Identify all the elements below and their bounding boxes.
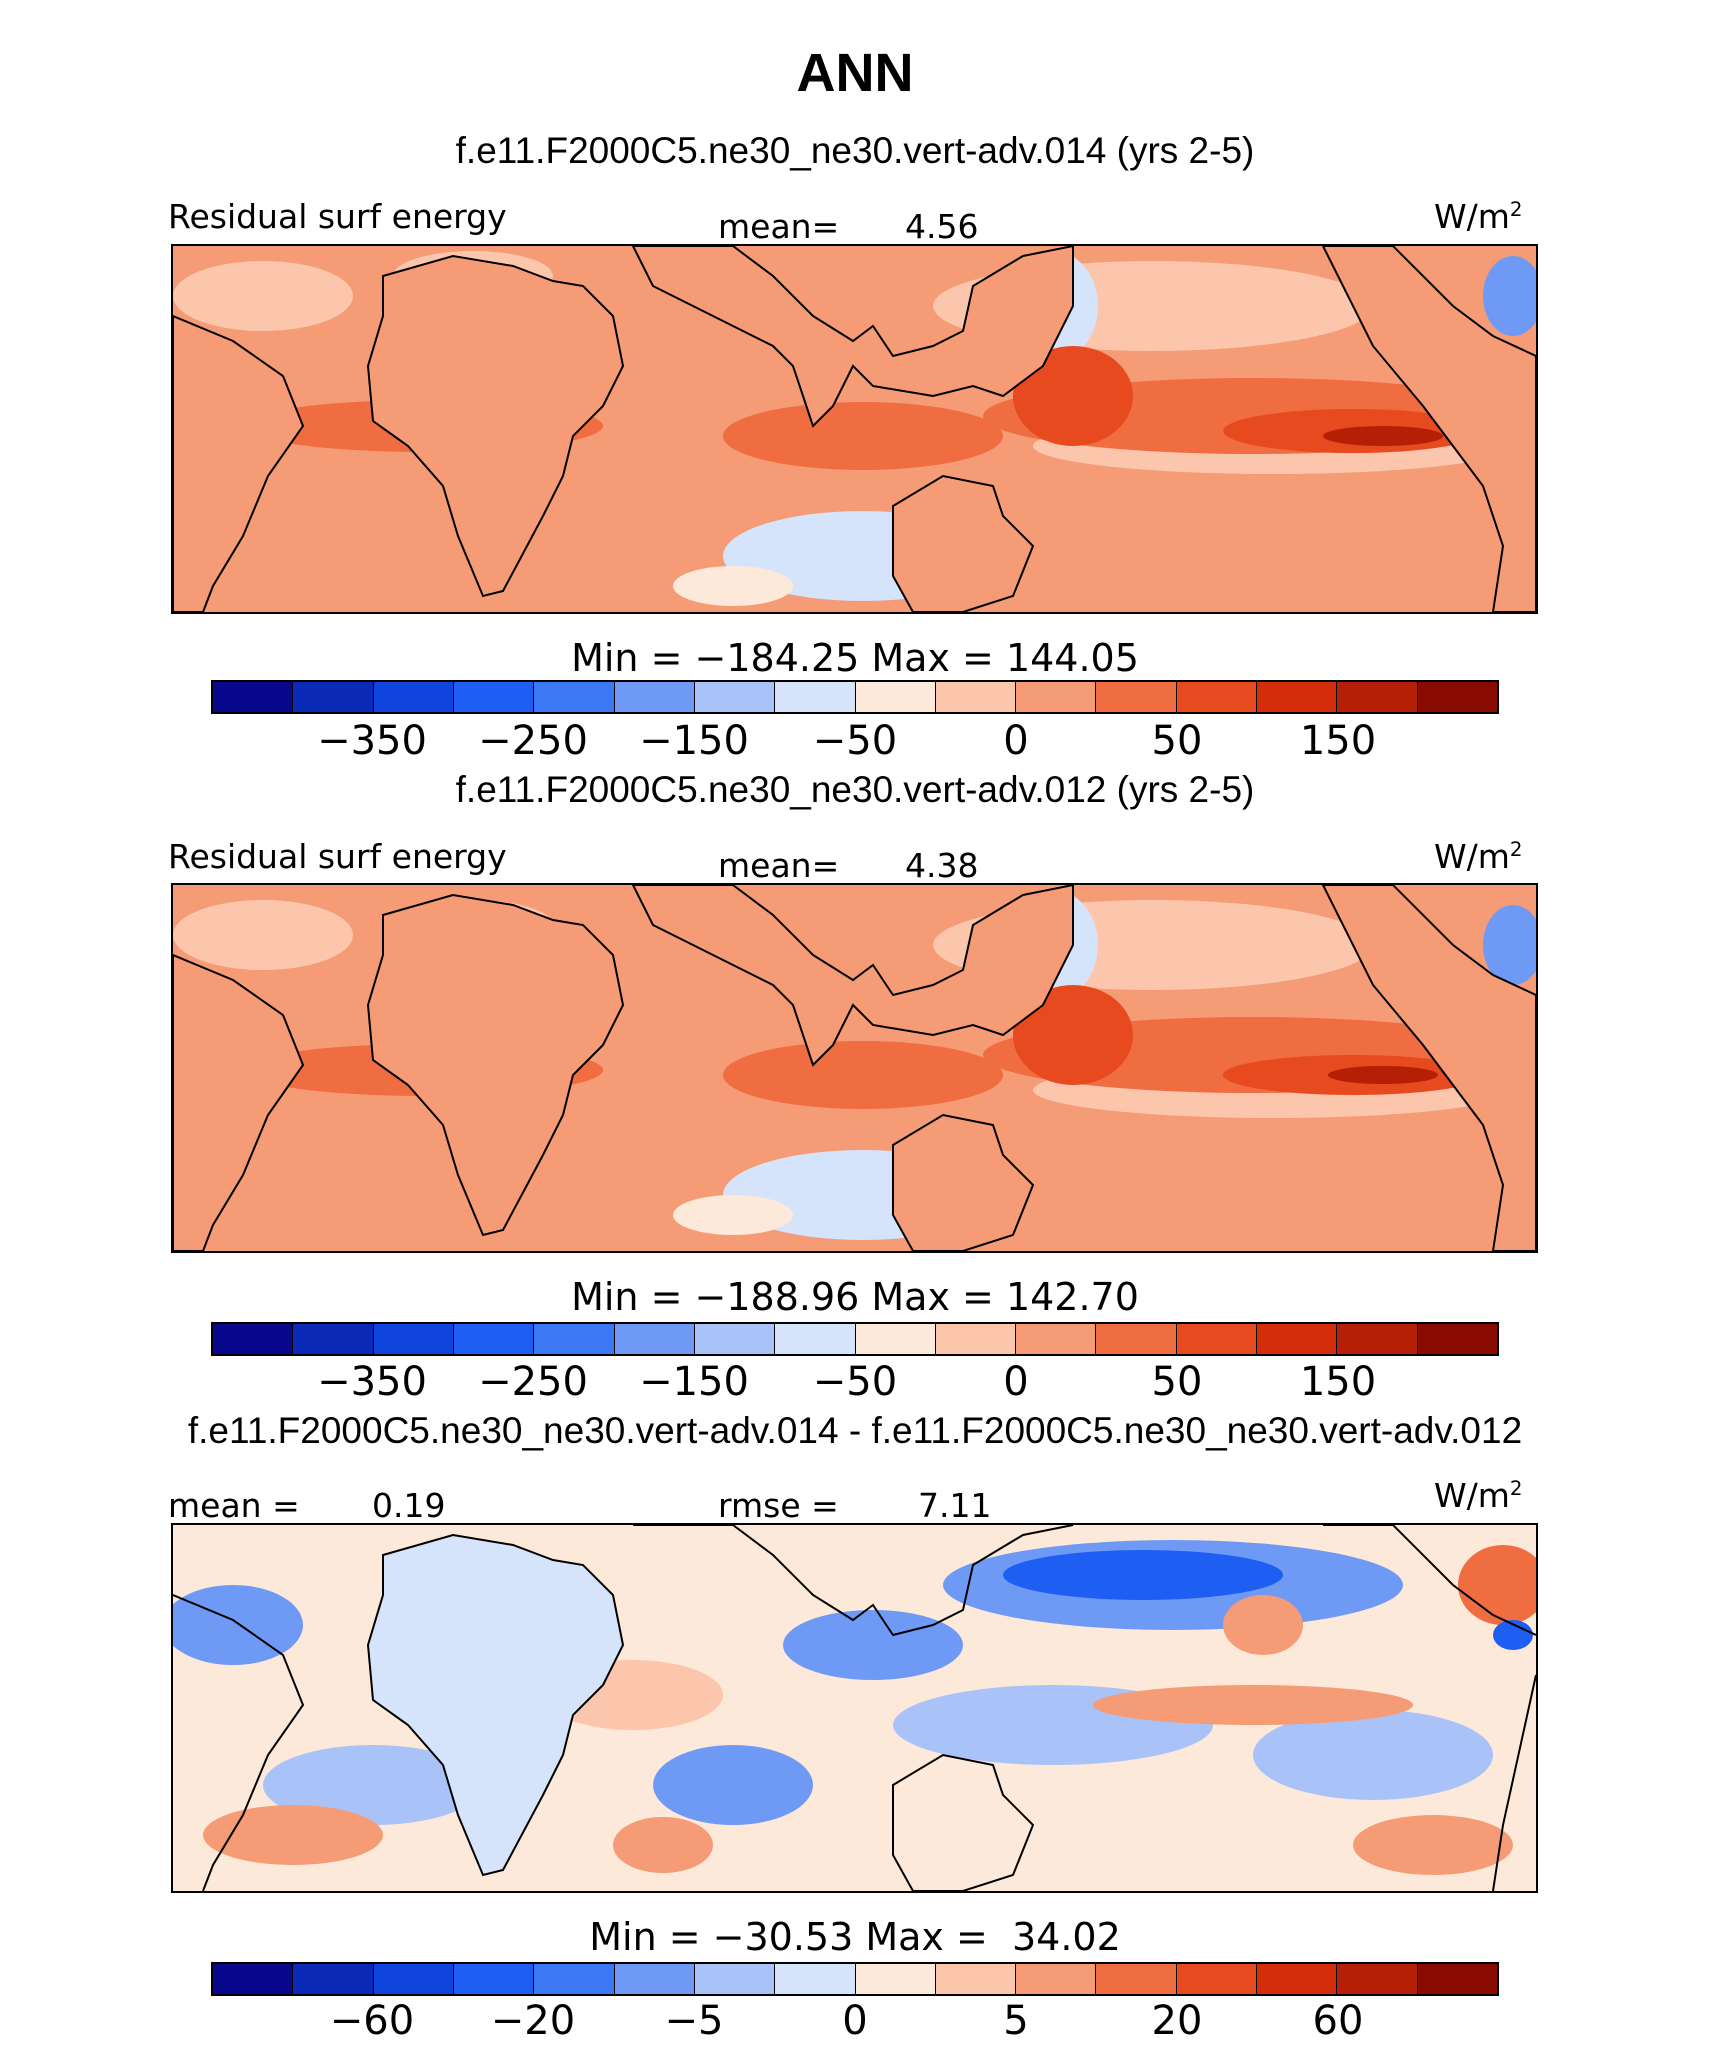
colorbar-swatch [373, 682, 454, 712]
colorbar-tick-label: 150 [1299, 1359, 1377, 1405]
colorbar-swatch [694, 682, 776, 712]
colorbar-swatch [694, 1324, 776, 1354]
panel2-units: W/m2 [1434, 837, 1523, 876]
colorbar-tick-label: −150 [639, 1359, 749, 1405]
panel2-variable-label: Residual surf energy [168, 837, 507, 876]
colorbar-swatch [935, 682, 1017, 712]
colorbar-swatch [855, 682, 936, 712]
colorbar-swatch [1176, 1324, 1258, 1354]
panel1-units: W/m2 [1434, 197, 1523, 236]
colorbar-tick-label: −250 [478, 718, 588, 764]
panel1-coastlines [173, 246, 1536, 612]
figure-title: ANN [796, 43, 914, 103]
panel1-map [171, 244, 1538, 614]
colorbar-swatch [1016, 1964, 1097, 1994]
colorbar-swatch [1016, 682, 1097, 712]
panel1-colorbar [211, 680, 1499, 714]
colorbar-swatch [694, 1964, 776, 1994]
colorbar-tick-label: 150 [1299, 718, 1377, 764]
panel3-rmse-label: rmse = [718, 1486, 839, 1525]
colorbar-tick-label: 50 [1151, 718, 1203, 764]
panel3-map [171, 1523, 1538, 1893]
colorbar-tick-label: −350 [317, 718, 427, 764]
colorbar-swatch [614, 1964, 695, 1994]
colorbar-swatch [775, 1324, 856, 1354]
colorbar-swatch [1417, 1964, 1497, 1994]
colorbar-swatch [855, 1964, 936, 1994]
colorbar-swatch [775, 1964, 856, 1994]
colorbar-swatch [614, 1324, 695, 1354]
colorbar-tick-label: −350 [317, 1359, 427, 1405]
panel2-colorbar [211, 1322, 1499, 1356]
panel2-case-title: f.e11.F2000C5.ne30_ne30.vert-adv.012 (yr… [455, 769, 1255, 810]
colorbar-swatch [1016, 1324, 1097, 1354]
panel3-units: W/m2 [1434, 1476, 1523, 1515]
colorbar-swatch [935, 1324, 1017, 1354]
colorbar-tick-label: 0 [842, 1998, 868, 2044]
colorbar-swatch [775, 682, 856, 712]
colorbar-swatch [1096, 1324, 1177, 1354]
colorbar-swatch [213, 682, 294, 712]
panel1-variable-label: Residual surf energy [168, 197, 507, 236]
colorbar-swatch [1337, 1964, 1418, 1994]
panel3-mean-label: mean = [168, 1486, 300, 1525]
colorbar-swatch [1337, 682, 1418, 712]
colorbar-tick-label: 0 [1003, 718, 1029, 764]
colorbar-swatch [453, 682, 535, 712]
colorbar-tick-label: −150 [639, 718, 749, 764]
panel2-coastlines [173, 885, 1536, 1251]
panel2-mean-label: mean= [718, 846, 840, 885]
colorbar-tick-label: −20 [490, 1998, 576, 2044]
panel2-minmax: Min = −188.96 Max = 142.70 [571, 1275, 1139, 1319]
colorbar-swatch [1176, 682, 1258, 712]
colorbar-tick-label: −5 [664, 1998, 724, 2044]
colorbar-swatch [1257, 1964, 1338, 1994]
colorbar-tick-label: −60 [329, 1998, 415, 2044]
colorbar-swatch [1096, 682, 1177, 712]
colorbar-tick-label: 5 [1003, 1998, 1029, 2044]
panel3-field-pattern [173, 1540, 1536, 1875]
colorbar-swatch [614, 682, 695, 712]
panel3-case-title: f.e11.F2000C5.ne30_ne30.vert-adv.014 - f… [187, 1410, 1523, 1451]
colorbar-swatch [1096, 1964, 1177, 1994]
panel3-rmse-value: 7.11 [918, 1486, 992, 1525]
colorbar-swatch [534, 1964, 615, 1994]
colorbar-swatch [1257, 1324, 1338, 1354]
panel3-minmax: Min = −30.53 Max = 34.02 [589, 1915, 1121, 1959]
colorbar-swatch [1417, 1324, 1497, 1354]
colorbar-swatch [213, 1324, 294, 1354]
colorbar-tick-label: −250 [478, 1359, 588, 1405]
colorbar-swatch [1176, 1964, 1258, 1994]
panel2-mean-value: 4.38 [905, 846, 979, 885]
colorbar-tick-label: 60 [1312, 1998, 1364, 2044]
colorbar-swatch [534, 1324, 615, 1354]
panel3-mean-value: 0.19 [372, 1486, 446, 1525]
colorbar-swatch [293, 1324, 374, 1354]
colorbar-swatch [213, 1964, 294, 1994]
panel1-case-title: f.e11.F2000C5.ne30_ne30.vert-adv.014 (yr… [455, 130, 1255, 171]
panel1-mean-label: mean= [718, 207, 840, 246]
colorbar-tick-label: 50 [1151, 1359, 1203, 1405]
colorbar-tick-label: −50 [812, 1359, 898, 1405]
colorbar-tick-label: 0 [1003, 1359, 1029, 1405]
colorbar-swatch [1257, 682, 1338, 712]
colorbar-swatch [453, 1964, 535, 1994]
panel3-colorbar [211, 1962, 1499, 1996]
colorbar-swatch [534, 682, 615, 712]
panel1-minmax: Min = −184.25 Max = 144.05 [571, 636, 1139, 680]
panel1-mean-value: 4.56 [905, 207, 979, 246]
colorbar-tick-label: 20 [1151, 1998, 1203, 2044]
colorbar-swatch [293, 1964, 374, 1994]
colorbar-swatch [1417, 682, 1497, 712]
colorbar-swatch [293, 682, 374, 712]
colorbar-tick-label: −50 [812, 718, 898, 764]
colorbar-swatch [855, 1324, 936, 1354]
panel3-coastlines [173, 1525, 1536, 1891]
colorbar-swatch [373, 1324, 454, 1354]
panel2-map [171, 883, 1538, 1253]
colorbar-swatch [1337, 1324, 1418, 1354]
colorbar-swatch [453, 1324, 535, 1354]
colorbar-swatch [373, 1964, 454, 1994]
colorbar-swatch [935, 1964, 1017, 1994]
